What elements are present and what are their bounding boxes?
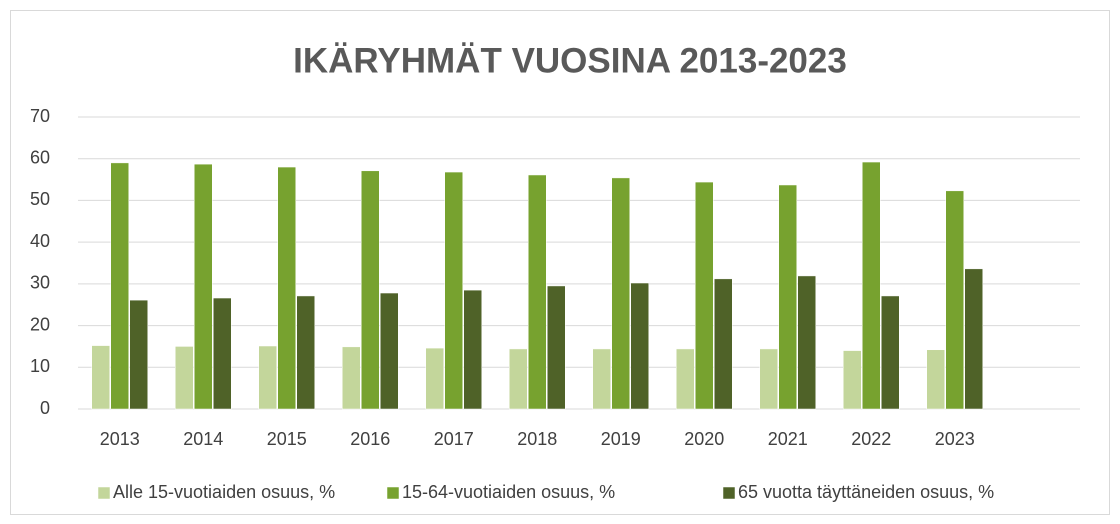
bar bbox=[425, 347, 444, 410]
bar bbox=[129, 299, 148, 410]
bar bbox=[213, 297, 232, 410]
bar bbox=[380, 292, 399, 410]
bar bbox=[926, 349, 945, 410]
legend-marker bbox=[97, 486, 111, 500]
bar bbox=[361, 170, 380, 410]
bar bbox=[463, 289, 482, 410]
x-tick-label: 2021 bbox=[768, 429, 808, 449]
legend-label: 15-64-vuotiaiden osuus, % bbox=[402, 482, 615, 502]
bar bbox=[444, 171, 463, 410]
legend-marker bbox=[386, 486, 400, 500]
x-tick-label: 2022 bbox=[851, 429, 891, 449]
bar bbox=[592, 348, 611, 410]
x-tick-label: 2023 bbox=[935, 429, 975, 449]
bar bbox=[528, 174, 547, 410]
bar bbox=[695, 181, 714, 410]
legend-label: Alle 15-vuotiaiden osuus, % bbox=[113, 482, 335, 502]
y-tick-label: 10 bbox=[30, 356, 50, 376]
bar bbox=[342, 346, 361, 410]
bar bbox=[277, 166, 296, 410]
bar bbox=[881, 295, 900, 410]
x-tick-label: 2016 bbox=[350, 429, 390, 449]
bar bbox=[296, 295, 315, 410]
bar bbox=[797, 275, 816, 410]
legend-marker bbox=[722, 486, 736, 500]
x-tick-label: 2015 bbox=[267, 429, 307, 449]
bar bbox=[175, 346, 194, 410]
y-tick-label: 70 bbox=[30, 106, 50, 126]
chart-title: IKÄRYHMÄT VUOSINA 2013-2023 bbox=[293, 41, 847, 80]
y-tick-label: 30 bbox=[30, 273, 50, 293]
x-tick-label: 2018 bbox=[517, 429, 557, 449]
bar bbox=[110, 162, 129, 410]
bar bbox=[778, 184, 797, 410]
x-tick-label: 2014 bbox=[183, 429, 223, 449]
bar bbox=[945, 190, 964, 410]
x-tick-label: 2020 bbox=[684, 429, 724, 449]
bar bbox=[862, 161, 881, 410]
y-tick-label: 40 bbox=[30, 231, 50, 251]
bar bbox=[547, 285, 566, 410]
legend-label: 65 vuotta täyttäneiden osuus, % bbox=[738, 482, 994, 502]
bar bbox=[843, 350, 862, 410]
bar bbox=[630, 282, 649, 410]
bar bbox=[91, 345, 110, 410]
bar bbox=[194, 163, 213, 410]
bar bbox=[509, 348, 528, 410]
y-tick-label: 0 bbox=[40, 398, 50, 418]
y-tick-label: 60 bbox=[30, 147, 50, 167]
bar bbox=[258, 345, 277, 410]
bar bbox=[759, 348, 778, 410]
chart-frame bbox=[10, 10, 1110, 515]
x-tick-label: 2013 bbox=[100, 429, 140, 449]
bar bbox=[676, 348, 695, 410]
x-tick-label: 2017 bbox=[434, 429, 474, 449]
bar bbox=[714, 278, 733, 410]
x-tick-label: 2019 bbox=[601, 429, 641, 449]
bar bbox=[964, 268, 983, 410]
y-tick-label: 20 bbox=[30, 314, 50, 334]
y-tick-label: 50 bbox=[30, 189, 50, 209]
bar bbox=[611, 177, 630, 410]
